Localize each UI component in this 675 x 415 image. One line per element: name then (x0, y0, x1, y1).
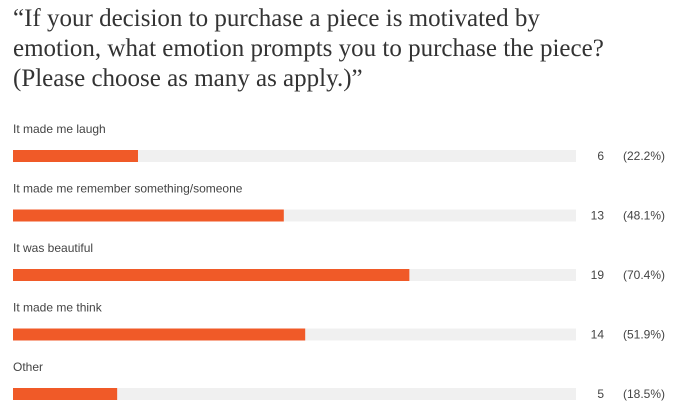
option-label: It made me laugh (13, 122, 106, 136)
bar-track (13, 388, 576, 400)
bar (13, 328, 306, 341)
percent-label: (22.2%) (623, 149, 665, 163)
percent-label: (48.1%) (623, 209, 665, 223)
count-label: 13 (591, 209, 605, 223)
count-label: 14 (591, 328, 605, 342)
bar (13, 269, 410, 281)
bar (13, 388, 118, 400)
option-label: It made me remember something/someone (13, 182, 243, 196)
bar (13, 209, 284, 222)
chart-title: “If your decision to purchase a piece is… (13, 5, 604, 92)
percent-label: (18.5%) (623, 387, 665, 401)
percent-label: (70.4%) (623, 268, 665, 282)
count-label: 5 (597, 387, 604, 401)
percent-label: (51.9%) (623, 328, 665, 342)
bar-track (13, 150, 576, 162)
option-label: It made me think (13, 301, 103, 315)
option-label: Other (13, 360, 43, 374)
count-label: 6 (597, 149, 604, 163)
count-label: 19 (591, 268, 605, 282)
option-label: It was beautiful (13, 241, 93, 255)
bar (13, 150, 138, 162)
